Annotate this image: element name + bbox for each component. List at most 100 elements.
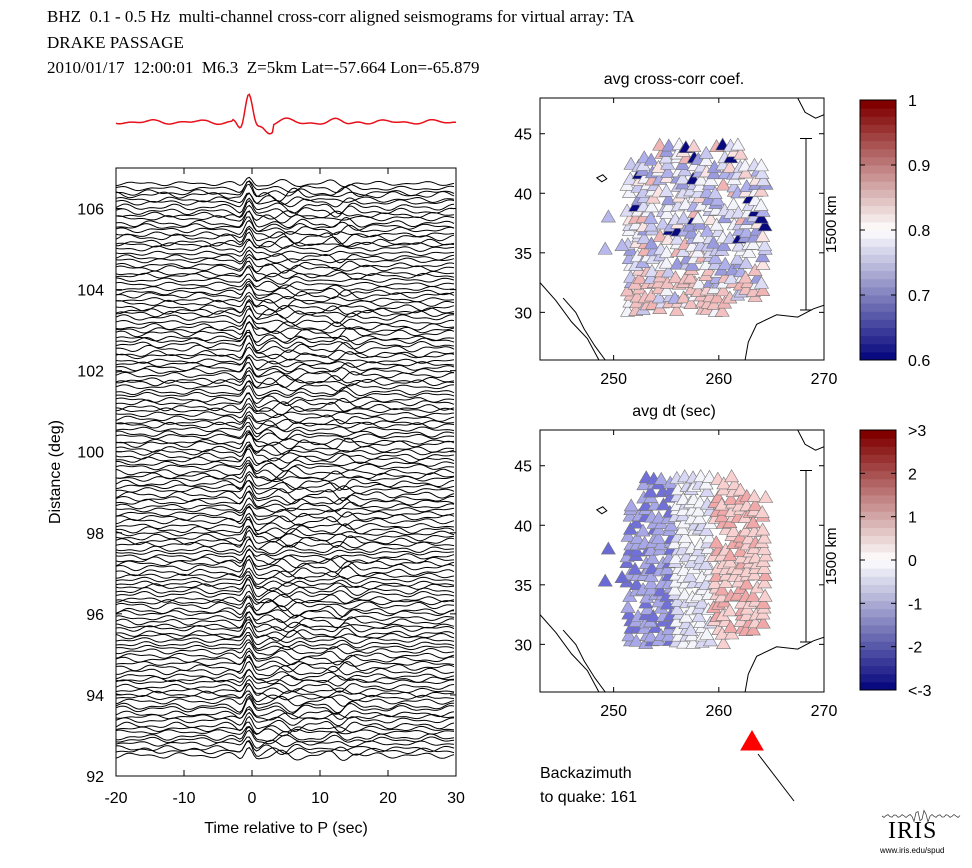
colorbar-step [860, 592, 896, 602]
station-marker [730, 205, 746, 219]
station-marker [698, 152, 714, 166]
station-marker [755, 173, 771, 187]
trace-line [116, 729, 455, 745]
map-title: avg dt (sec) [632, 403, 716, 420]
station-marker [668, 550, 684, 564]
trace-line [116, 656, 455, 668]
trace-line [116, 392, 455, 409]
station-marker [661, 192, 677, 206]
trace-line [116, 621, 455, 638]
backazimuth-line-2: to quake: 161 [540, 789, 637, 806]
colorbar-step [860, 335, 896, 345]
station-marker [714, 303, 730, 317]
station-marker [725, 262, 741, 276]
station-marker [597, 241, 613, 255]
trace-line [116, 320, 455, 340]
trace-line [116, 616, 455, 633]
station-marker [699, 626, 715, 640]
plot-frame [115, 167, 457, 777]
trace-line [116, 414, 455, 427]
station-marker [709, 192, 725, 206]
station-marker [643, 629, 659, 643]
trace-line [116, 647, 455, 661]
coastline [540, 282, 600, 360]
colorbar-step [860, 584, 896, 593]
title-line-3: 2010/01/17 12:00:01 M6.3 Z=5km Lat=-57.6… [47, 58, 480, 77]
colorbar-step [860, 270, 896, 280]
station-marker [755, 256, 771, 270]
station-marker [757, 588, 773, 602]
colorbar-tick-label: -1 [908, 596, 922, 613]
trace-line [116, 456, 455, 470]
trace-line [116, 697, 455, 715]
trace-line [116, 249, 455, 264]
station-marker [715, 177, 731, 191]
colorbar-tick-label: >3 [908, 423, 926, 440]
station-marker [730, 137, 746, 151]
trace-line [116, 725, 455, 737]
trace-line [116, 485, 455, 502]
station-marker [693, 469, 709, 482]
title-line-1: BHZ 0.1 - 0.5 Hz multi-channel cross-cor… [47, 7, 635, 26]
station-marker [707, 251, 723, 264]
station-marker [756, 530, 772, 544]
x-tick-label: -10 [172, 790, 195, 807]
station-marker [640, 601, 656, 615]
station-marker [669, 231, 685, 245]
station-marker [716, 476, 732, 490]
trace-line [116, 526, 455, 543]
trace-line [116, 740, 455, 756]
colorbar-crosscorr: 0.6 0.7 0.8 0.9 1 [859, 93, 930, 370]
y-axis-label: Distance (deg) [47, 420, 64, 524]
station-marker [709, 217, 725, 231]
trace-line [116, 715, 455, 733]
backazimuth-line-1: Backazimuth [540, 765, 632, 782]
trace-line [116, 321, 455, 335]
trace-line [116, 705, 455, 720]
quake-direction-marker [740, 730, 764, 751]
map-crosscorr: avg cross-corr coef. 1500 km 250 260 270 30 35… [514, 71, 840, 388]
station-marker [723, 491, 739, 505]
x-tick-label: 250 [600, 703, 627, 720]
trace-line [116, 356, 455, 370]
y-tick-label: 102 [77, 364, 104, 381]
y-tick-label: 45 [514, 127, 532, 144]
station-marker [703, 172, 719, 186]
colorbar-step [860, 665, 896, 675]
station-marker [733, 146, 749, 160]
station-marker [755, 615, 771, 629]
trace-line [116, 576, 455, 592]
station-marker [667, 582, 683, 596]
trace-line [116, 180, 455, 194]
colorbar-step [860, 295, 896, 304]
trace-line [116, 307, 455, 324]
colorbar-step [860, 116, 896, 125]
station-marker [717, 256, 733, 270]
trace-line [116, 291, 455, 304]
station-marker [714, 582, 730, 596]
station-marker [698, 145, 714, 159]
trace-line [116, 480, 455, 495]
scale-bar-label: 1500 km [823, 527, 840, 585]
colorbar-step [860, 446, 896, 455]
trace-line [116, 619, 455, 632]
station-marker [655, 497, 672, 511]
station-marker [755, 228, 771, 242]
station-marker [702, 633, 718, 647]
station-marker [715, 636, 731, 649]
stacked-trace [115, 93, 456, 135]
map-frame [539, 97, 825, 361]
x-tick-label: 250 [600, 371, 627, 388]
station-marker [661, 198, 677, 212]
y-tick-label: 45 [514, 459, 532, 476]
trace-line [116, 192, 455, 205]
station-marker [658, 150, 674, 164]
x-tick-label: 260 [705, 371, 732, 388]
station-marker [738, 255, 754, 269]
station-marker [722, 548, 738, 561]
station-marker [754, 505, 770, 518]
station-marker [652, 137, 668, 151]
station-marker [755, 522, 771, 536]
station-marker [659, 561, 675, 575]
trace-line [116, 335, 455, 352]
